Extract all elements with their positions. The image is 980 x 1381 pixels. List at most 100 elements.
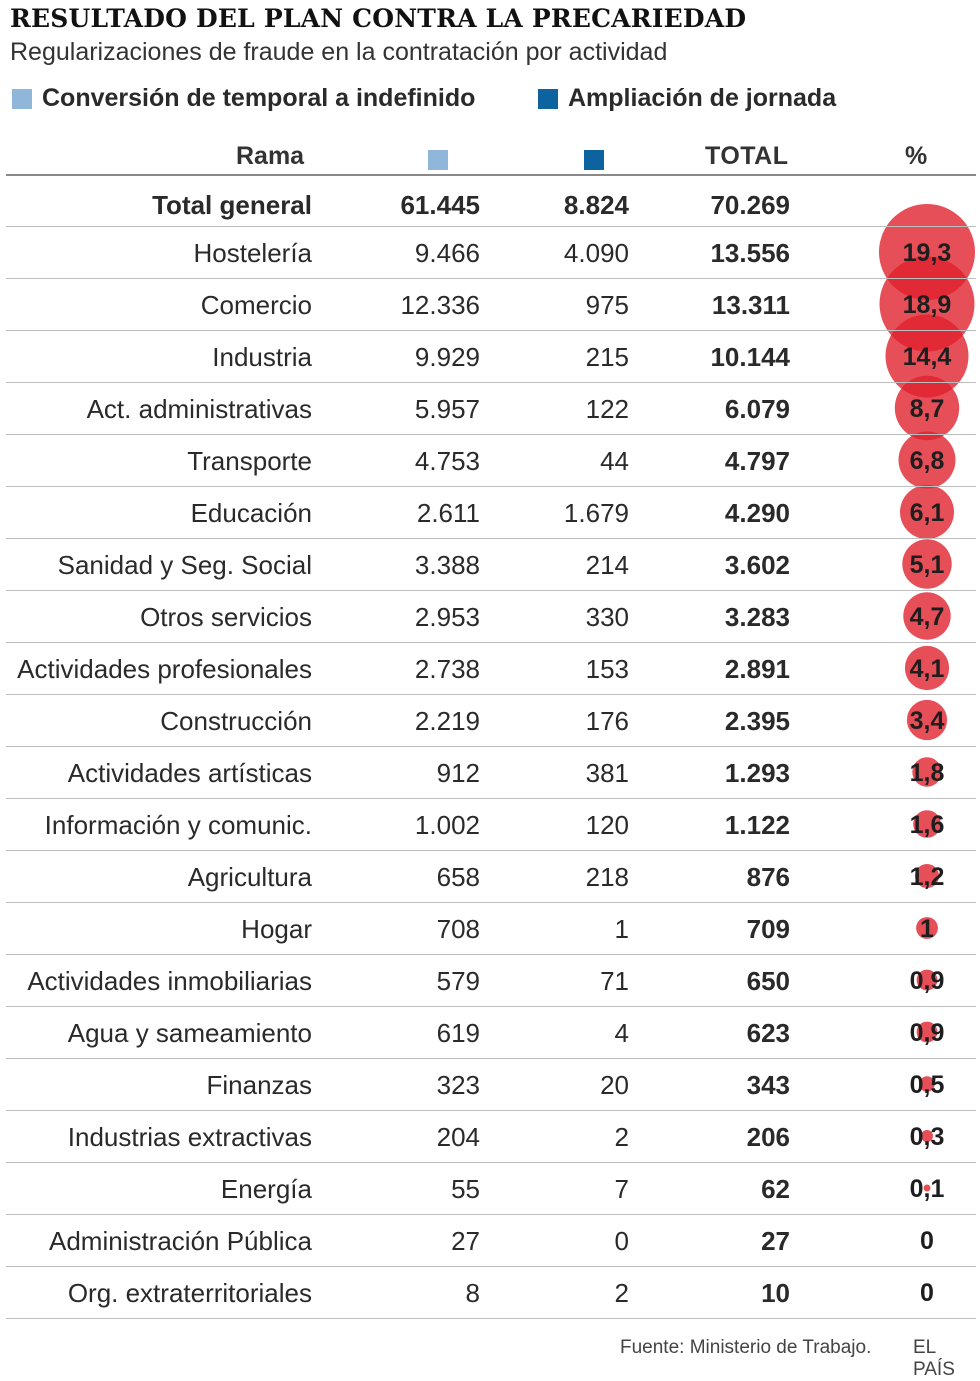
row-rama: Construcción (160, 706, 312, 736)
chart-subtitle: Regularizaciones de fraude en la contrat… (10, 38, 668, 66)
pct-bubble (916, 969, 938, 991)
pct-bubble (919, 1076, 935, 1092)
pct-bubble (921, 1130, 933, 1142)
row-rama: Comercio (200, 290, 312, 320)
source-note: Fuente: Ministerio de Trabajo. (620, 1337, 872, 1358)
row-rama: Transporte (187, 446, 312, 476)
row-divider (6, 330, 976, 331)
row-divider (6, 850, 976, 851)
row-conversion: 2.219 (414, 706, 480, 736)
row-pct: 0,5 (909, 1071, 945, 1099)
row-total: 10.144 (710, 342, 790, 372)
row-conversion: 912 (436, 758, 480, 788)
row-total: 1.122 (724, 810, 790, 840)
pct-bubble (904, 645, 950, 691)
row-ampliacion: 1.679 (563, 498, 629, 528)
row-ampliacion: 4.090 (563, 238, 629, 268)
row-pct: 5,1 (909, 551, 945, 579)
row-rama: Información y comunic. (44, 810, 312, 840)
row-divider (6, 746, 976, 747)
row-divider (6, 1162, 976, 1163)
row-rama: Org. extraterritoriales (67, 1278, 312, 1308)
row-divider (6, 1266, 976, 1267)
row-ampliacion: 215 (585, 342, 629, 372)
row-pct: 0 (920, 1227, 934, 1255)
row-total: 6.079 (724, 394, 790, 424)
header-rule (6, 174, 976, 176)
total-row-conversion: 61.445 (400, 190, 480, 220)
row-rama: Actividades inmobiliarias (27, 966, 312, 996)
legend-item-ampliacion: Ampliación de jornada (538, 84, 836, 113)
row-ampliacion: 214 (585, 550, 629, 580)
row-ampliacion: 218 (585, 862, 629, 892)
row-rama: Otros servicios (140, 602, 312, 632)
chart-title: RESULTADO DEL PLAN CONTRA LA PRECARIEDAD (10, 4, 747, 33)
pct-bubble (916, 1021, 938, 1043)
pct-bubble (894, 375, 960, 441)
row-divider (6, 486, 976, 487)
row-pct: 6,1 (909, 499, 945, 527)
row-divider (6, 642, 976, 643)
row-divider (6, 1006, 976, 1007)
row-ampliacion: 122 (585, 394, 629, 424)
row-total: 13.311 (711, 290, 790, 320)
row-conversion: 9.929 (414, 342, 480, 372)
row-total: 4.797 (724, 446, 790, 476)
row-ampliacion: 330 (585, 602, 629, 632)
row-ampliacion: 1 (614, 914, 629, 944)
row-divider (6, 590, 976, 591)
row-pct: 0,9 (909, 1019, 945, 1047)
column-header-conversion-swatch (428, 150, 448, 170)
column-header-total: TOTAL (705, 142, 789, 170)
row-ampliacion: 176 (585, 706, 629, 736)
row-conversion: 4.753 (414, 446, 480, 476)
row-divider (6, 538, 976, 539)
row-total: 4.290 (724, 498, 790, 528)
row-pct: 19,3 (902, 239, 952, 267)
row-rama: Agua y sameamiento (67, 1018, 312, 1048)
row-divider (6, 226, 976, 227)
row-ampliacion: 2 (614, 1278, 629, 1308)
row-conversion: 1.002 (414, 810, 480, 840)
row-ampliacion: 2 (614, 1122, 629, 1152)
column-header-ampliacion-swatch (584, 150, 604, 170)
total-row-rama: Total general (152, 190, 312, 220)
row-rama: Act. administrativas (86, 394, 312, 424)
row-rama: Hogar (241, 914, 312, 944)
row-total: 709 (746, 914, 790, 944)
row-pct: 3,4 (909, 707, 945, 735)
row-total: 650 (746, 966, 790, 996)
row-divider (6, 1318, 976, 1319)
pct-bubble (906, 699, 948, 741)
row-total: 206 (746, 1122, 790, 1152)
row-rama: Energía (220, 1174, 312, 1204)
pct-bubble (912, 757, 942, 787)
row-rama: Actividades artísticas (67, 758, 312, 788)
row-divider (6, 1214, 976, 1215)
pct-bubble (885, 314, 969, 398)
row-pct: 1,2 (909, 863, 945, 891)
column-header-pct: % (905, 142, 928, 170)
row-conversion: 658 (436, 862, 480, 892)
row-rama: Sanidad y Seg. Social (57, 550, 312, 580)
row-total: 3.283 (724, 602, 790, 632)
row-pct: 0,1 (909, 1175, 945, 1203)
row-ampliacion: 7 (614, 1174, 629, 1204)
row-conversion: 55 (451, 1174, 480, 1204)
row-pct: 0,3 (909, 1123, 945, 1151)
row-conversion: 2.738 (414, 654, 480, 684)
row-total: 876 (746, 862, 790, 892)
row-conversion: 323 (436, 1070, 480, 1100)
row-total: 623 (746, 1018, 790, 1048)
legend-item-conversion: Conversión de temporal a indefinido (12, 84, 475, 113)
row-ampliacion: 71 (600, 966, 629, 996)
row-total: 2.891 (724, 654, 790, 684)
row-pct: 1 (920, 915, 934, 943)
row-rama: Industria (212, 342, 312, 372)
row-divider (6, 954, 976, 955)
legend-label-conversion: Conversión de temporal a indefinido (42, 84, 476, 112)
row-rama: Administración Pública (48, 1226, 312, 1256)
row-conversion: 3.388 (414, 550, 480, 580)
row-pct: 6,8 (909, 447, 945, 475)
row-rama: Educación (190, 498, 312, 528)
